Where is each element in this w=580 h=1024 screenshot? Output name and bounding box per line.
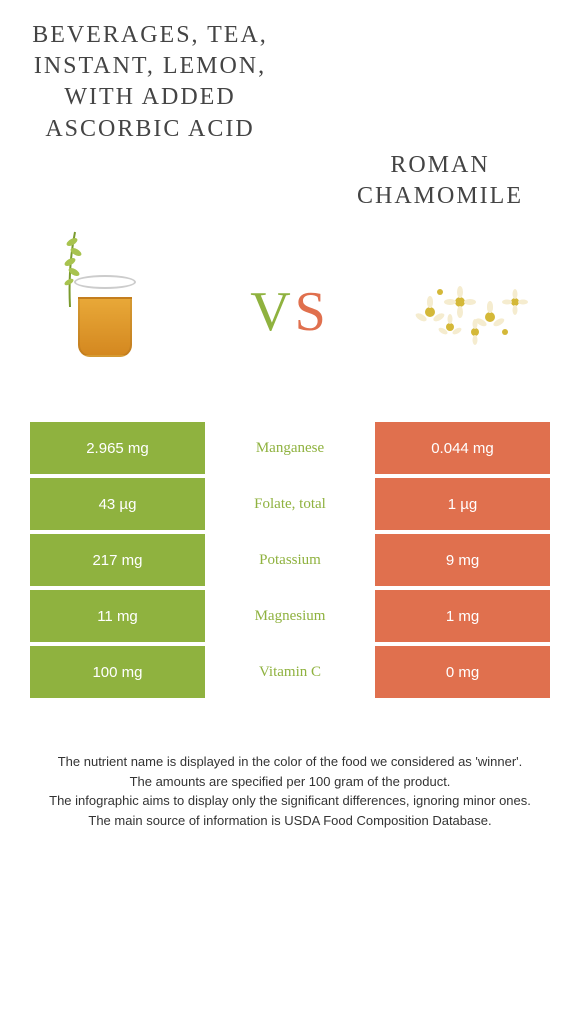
comparison-table: 2.965 mg Manganese 0.044 mg 43 µg Folate… xyxy=(0,422,580,698)
title-right: ROMAN CHAMOMILE xyxy=(330,150,550,212)
footnotes: The nutrient name is displayed in the co… xyxy=(0,702,580,830)
footnote-line: The nutrient name is displayed in the co… xyxy=(30,752,550,772)
images-row: VS xyxy=(0,222,580,422)
left-image xyxy=(30,242,180,382)
right-value: 1 mg xyxy=(375,590,550,642)
left-value: 2.965 mg xyxy=(30,422,205,474)
left-value: 43 µg xyxy=(30,478,205,530)
table-row: 11 mg Magnesium 1 mg xyxy=(30,590,550,642)
nutrient-label: Manganese xyxy=(205,422,375,474)
header: BEVERAGES, TEA, INSTANT, LEMON, WITH ADD… xyxy=(0,0,580,222)
right-value: 0.044 mg xyxy=(375,422,550,474)
nutrient-label: Folate, total xyxy=(205,478,375,530)
right-value: 0 mg xyxy=(375,646,550,698)
table-row: 100 mg Vitamin C 0 mg xyxy=(30,646,550,698)
left-value: 11 mg xyxy=(30,590,205,642)
left-value: 217 mg xyxy=(30,534,205,586)
footnote-line: The infographic aims to display only the… xyxy=(30,791,550,811)
tea-glass-icon xyxy=(70,267,140,357)
vs-v: V xyxy=(250,281,294,343)
footnote-line: The main source of information is USDA F… xyxy=(30,811,550,831)
right-value: 1 µg xyxy=(375,478,550,530)
vs-s: S xyxy=(295,281,330,343)
nutrient-label: Potassium xyxy=(205,534,375,586)
nutrient-label: Vitamin C xyxy=(205,646,375,698)
vs-label: VS xyxy=(250,280,330,344)
left-value: 100 mg xyxy=(30,646,205,698)
right-value: 9 mg xyxy=(375,534,550,586)
title-left: BEVERAGES, TEA, INSTANT, LEMON, WITH ADD… xyxy=(30,20,270,212)
footnote-line: The amounts are specified per 100 gram o… xyxy=(30,772,550,792)
nutrient-label: Magnesium xyxy=(205,590,375,642)
table-row: 217 mg Potassium 9 mg xyxy=(30,534,550,586)
right-image xyxy=(400,242,550,382)
table-row: 43 µg Folate, total 1 µg xyxy=(30,478,550,530)
table-row: 2.965 mg Manganese 0.044 mg xyxy=(30,422,550,474)
chamomile-icon xyxy=(400,262,550,362)
